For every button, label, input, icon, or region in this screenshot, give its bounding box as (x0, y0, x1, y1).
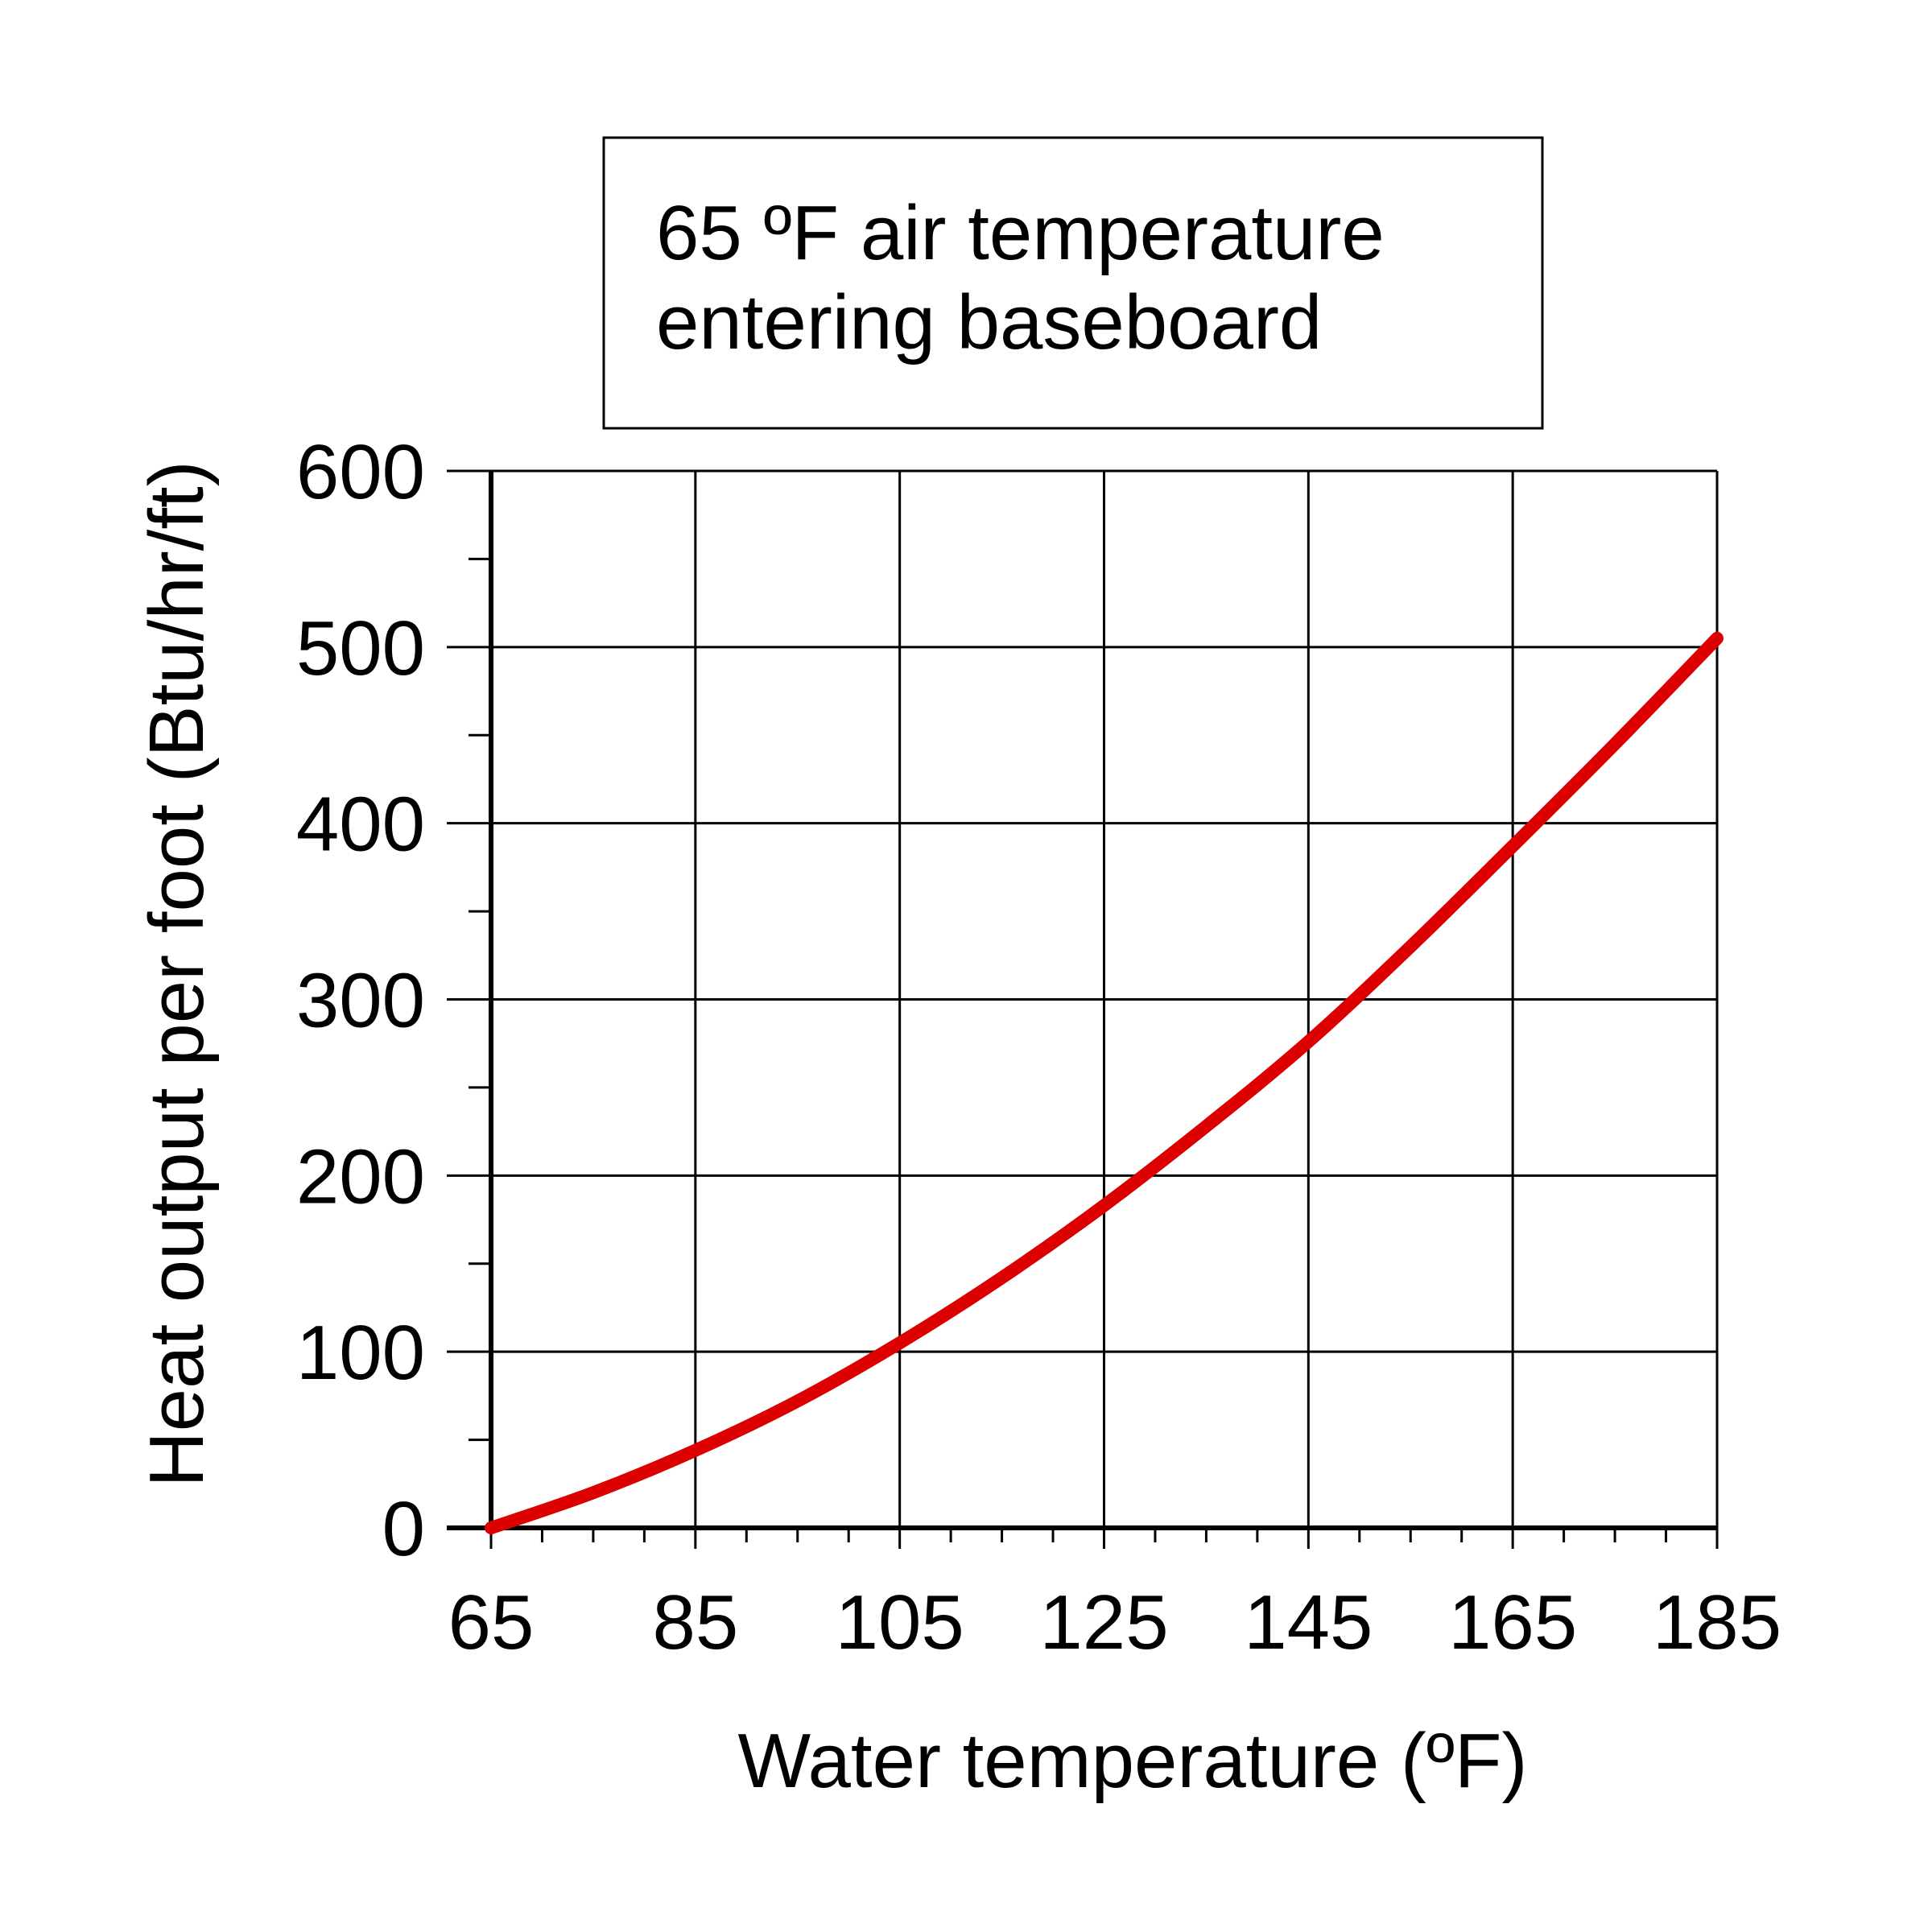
axes (447, 471, 1717, 1530)
y-tick-label-500: 500 (296, 605, 425, 691)
x-tick-label-65: 65 (448, 1579, 535, 1666)
y-tick-label-300: 300 (296, 958, 425, 1044)
y-axis-title: Heat output per foot (Btu/hr/ft) (134, 460, 220, 1487)
y-tick-label-100: 100 (296, 1310, 425, 1396)
x-tick-label-105: 105 (836, 1579, 964, 1666)
annotation-line-1: 65 ºF air temperature (656, 190, 1385, 276)
x-tick-label-145: 145 (1244, 1579, 1373, 1666)
annotation-frame (602, 136, 1544, 430)
series-group (485, 631, 1724, 1534)
series-line-0 (485, 631, 1724, 1534)
y-tick-label-0: 0 (382, 1486, 425, 1572)
x-tick-label-125: 125 (1039, 1579, 1168, 1666)
x-tick-label-85: 85 (652, 1579, 738, 1666)
annotation-line-2: entering baseboard (656, 279, 1322, 365)
y-tick-label-400: 400 (296, 782, 425, 868)
x-axis-title: Water temperature (ºF) (737, 1718, 1527, 1804)
y-tick-label-600: 600 (296, 429, 425, 515)
x-tick-label-185: 185 (1653, 1579, 1781, 1666)
x-tick-label-165: 165 (1448, 1579, 1577, 1666)
tick-labels: 65 85 105 125 145 165 185 0 100 200 300 400 500 600 (296, 429, 1781, 1666)
annotation-box: 65 ºF air temperature entering baseboard (602, 136, 1544, 430)
y-tick-label-200: 200 (296, 1133, 425, 1220)
